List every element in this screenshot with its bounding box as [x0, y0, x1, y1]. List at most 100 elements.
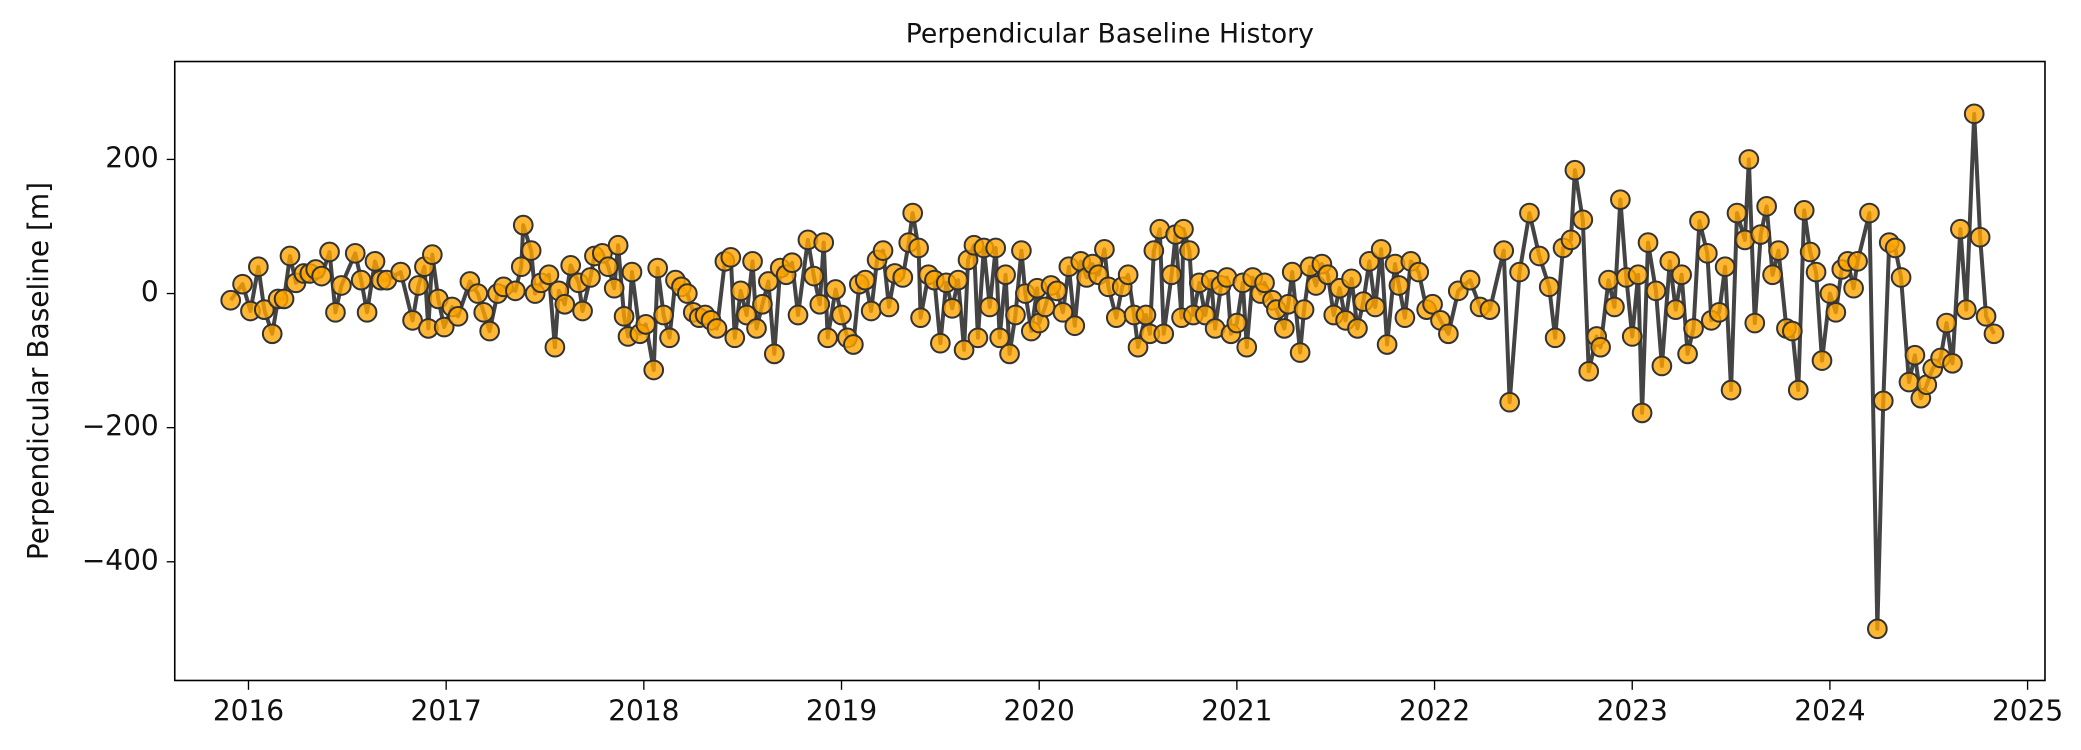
data-point: [872, 240, 894, 261]
x-tick-label: 2022: [1399, 694, 1470, 727]
data-point: [1726, 202, 1748, 224]
data-point: [985, 237, 1007, 259]
data-point: [1665, 299, 1687, 320]
data-point: [643, 359, 665, 381]
data-point: [1983, 323, 2005, 345]
data-point: [1236, 336, 1258, 358]
data-point: [1645, 280, 1667, 302]
data-point: [1317, 264, 1339, 286]
x-tick-label: 2018: [608, 694, 679, 727]
x-tick-label: 2019: [806, 694, 877, 727]
data-point: [947, 269, 969, 291]
data-point: [1627, 264, 1649, 286]
data-point: [1011, 240, 1032, 261]
data-point: [1975, 306, 1997, 327]
data-point: [1544, 327, 1566, 349]
data-point: [1034, 296, 1056, 318]
data-point: [1094, 238, 1115, 260]
data-point: [1744, 312, 1766, 334]
data-point: [1890, 267, 1912, 288]
data-point: [279, 245, 301, 267]
data-point: [1117, 264, 1139, 286]
data-point: [653, 304, 674, 326]
x-tick-label: 2025: [1992, 694, 2063, 727]
data-point: [1388, 275, 1410, 296]
data-point: [1281, 261, 1303, 283]
data-point: [676, 283, 698, 304]
data-point: [331, 275, 352, 296]
data-point: [248, 256, 269, 278]
data-point: [479, 320, 500, 342]
data-point: [817, 327, 839, 349]
data-point: [1509, 261, 1530, 283]
data-point: [467, 283, 489, 304]
data-point: [273, 288, 295, 310]
data-point: [344, 242, 366, 264]
data-point: [554, 293, 576, 315]
data-point: [825, 279, 846, 300]
data-point: [1872, 390, 1894, 412]
data-point: [1787, 379, 1809, 401]
data-point: [1347, 318, 1368, 339]
data-point: [1950, 218, 1971, 240]
data-point: [1659, 251, 1681, 272]
data-point: [758, 271, 779, 292]
data-point: [763, 343, 785, 365]
x-tick-label: 2017: [411, 694, 482, 727]
data-point: [1293, 299, 1315, 320]
data-point: [1052, 301, 1074, 323]
data-point: [1936, 312, 1957, 334]
data-point: [1884, 237, 1906, 259]
data-point: [1528, 245, 1550, 267]
data-point: [1370, 238, 1392, 260]
data-point: [1394, 307, 1416, 329]
data-point: [1683, 318, 1704, 339]
data-point: [1819, 283, 1841, 304]
data-point: [813, 232, 835, 253]
data-point: [803, 265, 825, 287]
data-point: [621, 261, 643, 283]
data-point: [1621, 326, 1643, 347]
y-tick-label: 0: [141, 276, 159, 309]
data-point: [510, 256, 532, 278]
data-point: [325, 301, 346, 323]
data-point: [995, 264, 1016, 286]
data-point: [1376, 334, 1398, 355]
data-point: [350, 269, 372, 291]
data-point: [1651, 355, 1673, 377]
data-point: [220, 289, 242, 311]
data-point: [1127, 336, 1149, 358]
data-point: [1064, 315, 1086, 337]
data-point: [1631, 402, 1653, 424]
data-point: [1153, 323, 1175, 345]
data-point: [603, 277, 625, 299]
data-point: [538, 264, 560, 286]
data-point: [1179, 240, 1200, 261]
data-point: [746, 318, 767, 339]
data-point: [520, 240, 542, 261]
data-point: [1697, 242, 1718, 264]
y-tick-label: −400: [82, 544, 159, 577]
data-point: [1708, 301, 1730, 323]
data-point: [1135, 304, 1157, 326]
data-point: [1005, 304, 1026, 326]
y-tick-label: −200: [82, 410, 159, 443]
data-point: [613, 306, 635, 327]
data-point: [1963, 103, 1985, 125]
data-point: [505, 280, 526, 302]
data-point: [1750, 224, 1772, 245]
data-point: [408, 275, 429, 296]
data-point: [999, 343, 1020, 365]
data-point: [860, 300, 882, 322]
data-point: [1604, 296, 1625, 318]
data-point: [892, 267, 914, 288]
data-point: [390, 261, 412, 283]
data-point: [647, 257, 669, 279]
data-point: [1762, 264, 1783, 286]
data-point: [560, 255, 582, 276]
data-point: [607, 234, 629, 256]
data-point: [1046, 280, 1068, 302]
data-point: [1538, 276, 1560, 298]
data-point: [1898, 371, 1920, 393]
